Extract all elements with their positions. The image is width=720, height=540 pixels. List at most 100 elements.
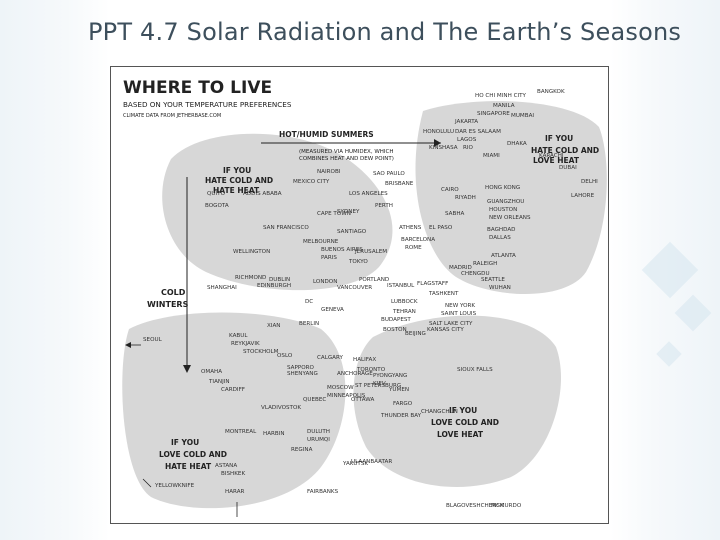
city-label: NEW YORK xyxy=(445,303,475,309)
city-label: TIANJIN xyxy=(208,379,230,385)
city-label: TEHRAN xyxy=(392,309,416,315)
city-label: SYDNEY xyxy=(337,209,360,215)
mcmurdo-arrow xyxy=(142,478,152,488)
city-label: BOGOTA xyxy=(205,203,229,209)
city-label: KINSHASA xyxy=(429,145,458,151)
region-label-top-left-1: IF YOU xyxy=(223,166,251,175)
slide-title: PPT 4.7 Solar Radiation and The Earth’s … xyxy=(88,18,682,46)
city-label: HOUSTON xyxy=(489,207,517,213)
city-label: SHENYANG xyxy=(287,371,318,377)
city-label: SABHA xyxy=(445,211,465,217)
city-label: BAGHDAD xyxy=(487,227,515,233)
city-label: BERLIN xyxy=(299,321,319,327)
city-label: LOS ANGELES xyxy=(349,191,388,197)
city-label: SAINT LOUIS xyxy=(441,311,477,317)
region-label-bottom-left-1: IF YOU xyxy=(171,438,199,447)
city-label: TORONTO xyxy=(356,367,386,373)
city-label: BARCELONA xyxy=(401,237,435,243)
city-label: PARIS xyxy=(321,255,337,261)
comic-subtitle: BASED ON YOUR TEMPERATURE PREFERENCES xyxy=(123,100,292,109)
city-label: DAR ES SALAAM xyxy=(455,129,501,135)
left-background-gradient xyxy=(0,0,110,540)
city-label: PERTH xyxy=(375,203,393,209)
city-label: FARGO xyxy=(393,401,413,407)
city-label: DHAKA xyxy=(507,141,527,147)
axis-hot-label: HOT/HUMID SUMMERS xyxy=(279,130,374,139)
city-label: PYONGYANG xyxy=(373,373,407,379)
city-label: THUNDER BAY xyxy=(380,413,422,419)
city-label: SHANGHAI xyxy=(207,285,237,291)
region-label-top-left-2: HATE COLD AND xyxy=(205,176,273,185)
city-label: NAIROBI xyxy=(317,169,341,175)
city-label: WELLINGTON xyxy=(233,249,270,255)
city-label: SAN FRANCISCO xyxy=(263,225,309,231)
city-label: OSLO xyxy=(277,353,293,359)
region-label-top-right-2: HATE COLD AND xyxy=(531,146,599,155)
decoration-diamond xyxy=(656,341,682,367)
city-label: BUENOS AIRES xyxy=(321,247,363,253)
city-label: SALT LAKE CITY xyxy=(429,321,473,327)
region-blob-bottom-right xyxy=(353,315,561,487)
region-label-bottom-right-2: LOVE COLD AND xyxy=(431,418,499,427)
city-label: SEOUL xyxy=(143,337,163,343)
city-label: MELBOURNE xyxy=(303,239,339,245)
city-label: HONOLULU xyxy=(423,129,454,135)
city-label: ATHENS xyxy=(399,225,422,231)
region-label-top-right-1: IF YOU xyxy=(545,134,573,143)
city-label: LAGOS xyxy=(457,137,477,143)
axis-hot-note-2: COMBINES HEAT AND DEW POINT) xyxy=(299,156,394,162)
city-label: JERUSALEM xyxy=(354,249,387,255)
city-label: CHENGDU xyxy=(461,271,490,277)
city-label: OMAHA xyxy=(201,369,222,375)
city-label: KIEV xyxy=(373,381,386,387)
city-label: SIOUX FALLS xyxy=(457,367,493,373)
city-label: MADRID xyxy=(449,265,472,271)
city-label: REGINA xyxy=(291,447,313,453)
city-label: SEATTLE xyxy=(481,277,505,283)
region-blob-top-right xyxy=(415,101,607,295)
city-label: MONTREAL xyxy=(225,429,257,435)
city-label: BEIJING xyxy=(405,331,426,337)
city-label: REYKJAVIK xyxy=(231,341,260,347)
city-label: SANTIAGO xyxy=(337,229,367,235)
city-label: YUMEN xyxy=(388,387,409,393)
city-label: CARDIFF xyxy=(221,387,245,393)
city-label: LAHORE xyxy=(571,193,595,199)
comic-image: WHERE TO LIVE BASED ON YOUR TEMPERATURE … xyxy=(110,66,609,524)
city-label: ISTANBUL xyxy=(387,283,415,289)
city-label: RIYADH xyxy=(455,195,476,201)
city-label: SAPPORO xyxy=(287,365,315,371)
city-label: HALIFAX xyxy=(353,357,376,363)
city-label: ASTANA xyxy=(215,463,237,469)
city-label: HARBIN xyxy=(263,431,285,437)
city-label: MANILA xyxy=(493,103,515,109)
city-label: HARAR xyxy=(225,489,245,495)
city-label: SINGAPORE xyxy=(477,111,510,117)
city-label: CAIRO xyxy=(441,187,459,193)
axis-hot-note-1: (MEASURED VIA HUMIDEX, WHICH xyxy=(299,149,394,155)
city-label: BOSTON xyxy=(383,327,407,333)
city-label: TASHKENT xyxy=(428,291,459,297)
region-label-top-left-3: HATE HEAT xyxy=(213,186,260,195)
city-label: KARACHI xyxy=(539,153,564,159)
region-blob-bottom-left xyxy=(122,312,346,509)
city-labels: HO CHI MINH CITY BANGKOK MANILA SINGAPORE MU… xyxy=(143,89,598,509)
region-label-bottom-left-2: LOVE COLD AND xyxy=(159,450,227,459)
axis-cold-label-2: WINTERS xyxy=(147,300,189,309)
city-label: GUANGZHOU xyxy=(487,199,524,205)
city-label: DUBAI xyxy=(559,165,577,171)
city-label: RICHMOND xyxy=(235,275,266,281)
city-label: DC xyxy=(305,299,313,305)
city-label: MCMURDO xyxy=(491,503,522,509)
region-blob-top-left xyxy=(162,133,393,291)
city-label: ATLANTA xyxy=(491,253,516,259)
city-label: FAIRBANKS xyxy=(307,489,339,495)
city-label: ANCHORAGE xyxy=(337,371,373,377)
decoration-diamond xyxy=(641,241,699,299)
city-label: YELLOWKNIFE xyxy=(154,483,195,489)
city-label: GENEVA xyxy=(321,307,344,313)
comic-source: CLIMATE DATA FROM JETHERBASE.COM xyxy=(123,113,221,119)
city-label: KABUL xyxy=(229,333,248,339)
city-label: URUMQI xyxy=(307,437,330,443)
city-label: QUEBEC xyxy=(303,397,326,403)
